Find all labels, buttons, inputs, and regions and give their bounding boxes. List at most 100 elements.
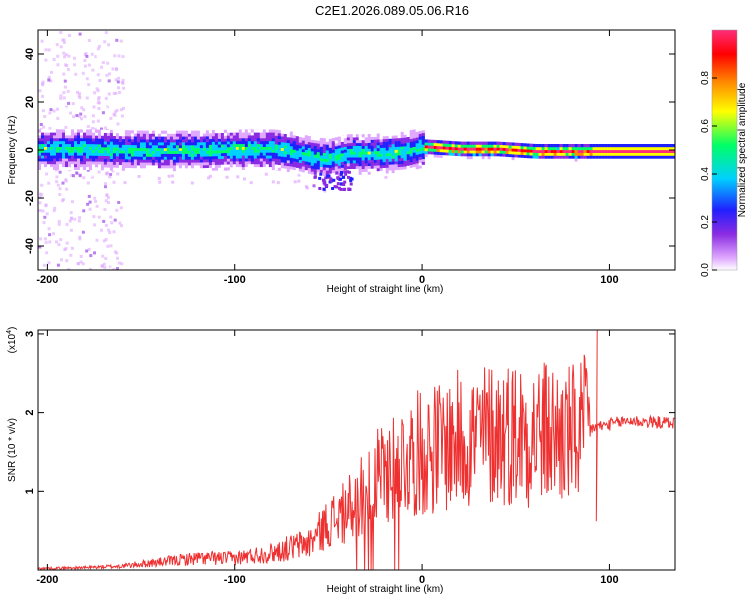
spectrogram-cell	[421, 141, 425, 145]
spectrogram-cell	[56, 183, 60, 187]
spectrogram-cell	[118, 119, 122, 123]
spectrogram-cell	[89, 174, 93, 178]
spectrogram-cell	[538, 158, 542, 162]
spectrogram-cell	[538, 155, 542, 159]
spectrogram-cell	[97, 215, 101, 219]
spectrogram-cell	[181, 162, 186, 166]
spectrogram-cell	[154, 156, 159, 160]
spectrogram-cell	[112, 158, 117, 162]
spectrogram-cell	[313, 160, 317, 164]
spectrogram-cell	[331, 149, 335, 153]
colorbar-tick-label: 0.6	[700, 119, 711, 133]
spectrogram-cell	[322, 146, 326, 151]
spectrogram-cell	[352, 165, 356, 169]
spectrogram-cell	[65, 132, 69, 136]
spectrogram-cell	[487, 150, 491, 154]
spectrogram-cell	[631, 158, 635, 162]
spectrogram-cell	[484, 153, 488, 157]
spectrogram-cell	[517, 142, 521, 147]
spectrogram-cell	[415, 157, 419, 161]
spectrogram-cell	[361, 148, 365, 152]
spectrogram-cell	[310, 159, 314, 163]
spectrogram-cell	[256, 132, 260, 136]
spectrogram-cell	[211, 130, 216, 134]
spectrogram-cell	[280, 144, 284, 149]
spectrogram-cell	[292, 158, 296, 162]
spectrogram-cell	[310, 148, 314, 152]
spectrogram-cell	[172, 145, 177, 149]
spectrogram-cell	[373, 153, 377, 157]
spectrogram-cell	[124, 156, 129, 160]
spectrogram-cell	[328, 141, 332, 145]
spectrogram-cell	[214, 161, 219, 165]
spectrogram-cell	[208, 147, 213, 151]
spectrogram-xtick-label: -200	[36, 274, 58, 286]
spectrogram-cell	[595, 155, 599, 159]
spectrogram-cell	[104, 172, 108, 176]
spectrogram-cell	[65, 140, 69, 145]
spectrogram-cell	[430, 148, 434, 152]
spectrogram-cell	[259, 138, 263, 142]
spectrogram-cell	[262, 149, 266, 153]
spectrogram-cell	[469, 150, 473, 154]
spectrogram-cell	[55, 43, 59, 47]
spectrogram-cell	[625, 149, 629, 153]
spectrogram-cell	[229, 132, 233, 136]
spectrogram-cell	[77, 135, 81, 139]
spectrogram-cell	[202, 130, 207, 134]
spectrogram-cell	[367, 171, 371, 175]
spectrogram-cell	[106, 244, 110, 248]
spectrogram-cell	[364, 137, 368, 141]
spectrogram-cell	[114, 123, 118, 127]
spectrogram-cell	[361, 142, 365, 146]
spectrogram-cell	[44, 140, 48, 145]
spectrogram-cell	[103, 129, 108, 133]
spectrogram-cell	[556, 149, 560, 153]
spectrogram-cell	[205, 150, 210, 154]
spectrogram-cell	[86, 138, 90, 142]
spectrogram-cell	[172, 136, 177, 140]
spectrogram-cell	[202, 133, 207, 137]
spectrogram-cell	[415, 151, 419, 155]
spectrogram-cell	[117, 76, 120, 80]
spectrogram-cell	[243, 177, 246, 181]
spectrogram-cell	[451, 141, 455, 145]
spectrogram-cell	[350, 177, 354, 181]
spectrogram-cell	[241, 163, 245, 168]
spectrogram-cell	[346, 154, 350, 158]
spectrogram-cell	[346, 160, 350, 164]
spectrogram-cell	[457, 150, 461, 154]
spectrogram-cell	[83, 143, 87, 147]
spectrogram-cell	[283, 130, 287, 134]
spectrogram-cell	[598, 149, 602, 153]
spectrogram-cell	[175, 147, 180, 151]
spectrogram-cell	[475, 144, 479, 148]
spectrogram-cell	[469, 147, 473, 151]
spectrogram-cell	[41, 132, 45, 136]
spectrogram-cell	[532, 146, 536, 150]
spectrogram-cell	[406, 136, 410, 140]
spectrogram-cell	[115, 108, 119, 112]
spectrogram-cell	[403, 137, 407, 141]
spectrogram-cell	[409, 167, 413, 171]
spectrogram-cell	[520, 146, 524, 150]
spectrogram-cell	[283, 151, 287, 155]
spectrogram-cell	[70, 63, 74, 67]
spectrogram-cell	[277, 158, 281, 163]
spectrogram-cell	[565, 149, 569, 153]
spectrogram-cell	[74, 129, 78, 133]
spectrogram-cell	[661, 155, 665, 159]
spectrogram-cell	[178, 133, 183, 137]
spectrogram-cell	[276, 181, 280, 185]
spectrogram-cell	[62, 91, 66, 95]
spectrogram-cell	[673, 152, 675, 156]
spectrogram-cell	[77, 152, 81, 156]
spectrogram-cell	[139, 144, 144, 149]
spectrogram-cell	[412, 161, 416, 165]
spectrogram-cell	[68, 143, 72, 147]
spectrogram-cell	[409, 147, 413, 151]
spectrogram-cell	[418, 156, 422, 160]
spectrogram-cell	[232, 146, 236, 150]
spectrogram-cell	[50, 158, 54, 162]
spectrogram-cell	[190, 150, 195, 154]
